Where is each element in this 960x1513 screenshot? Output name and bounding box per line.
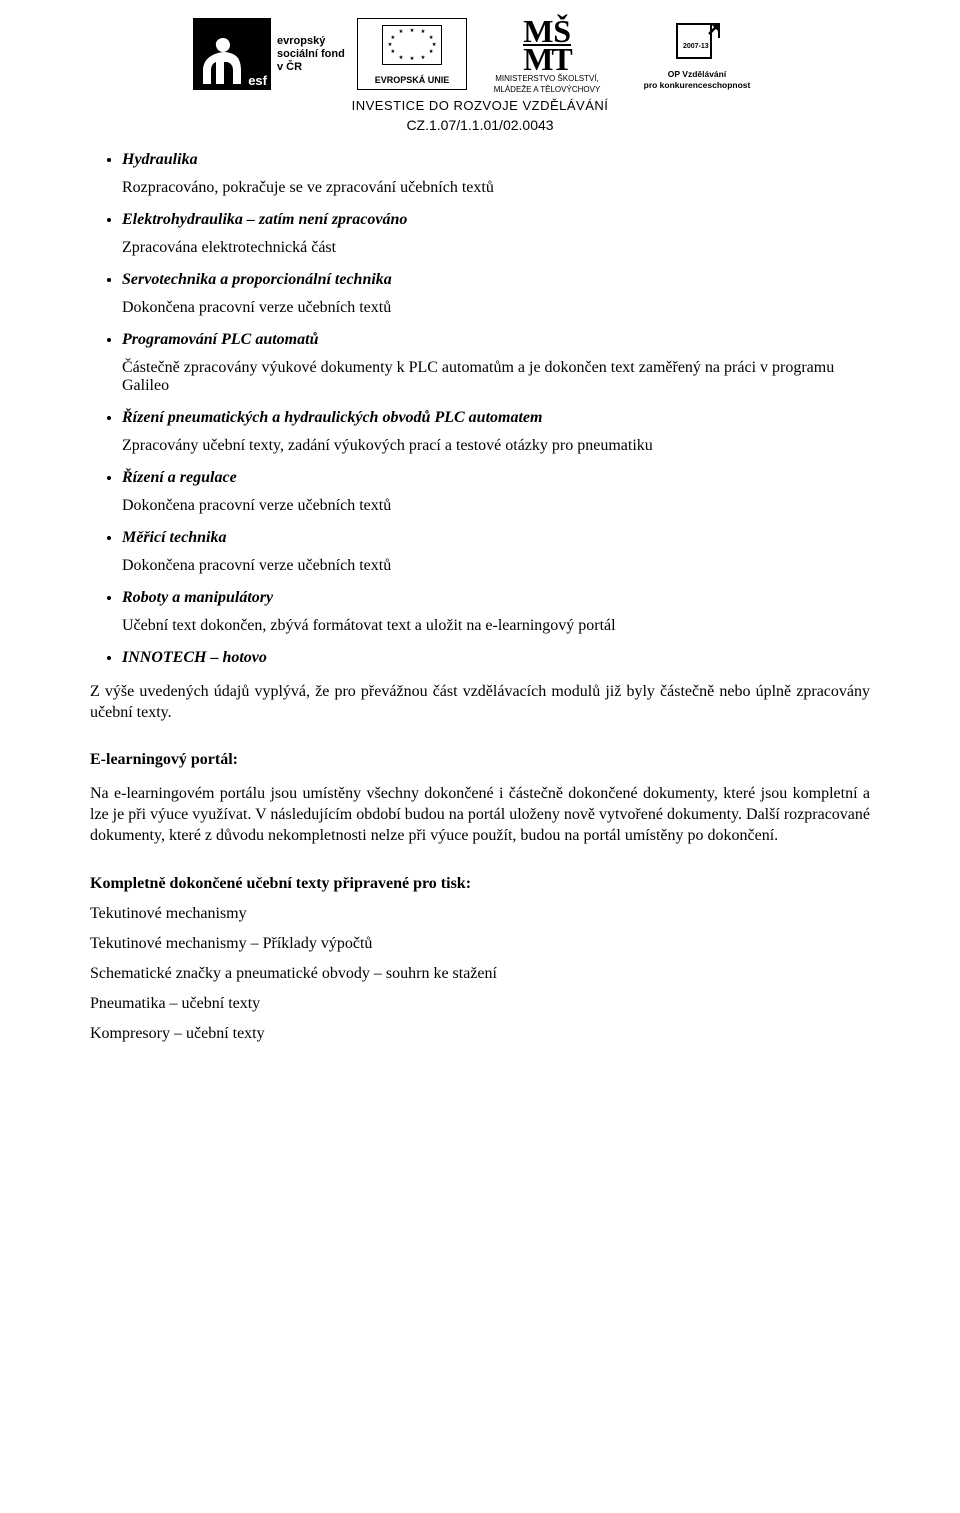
module-title: Řízení a regulace: [122, 469, 237, 486]
module-title: Programování PLC automatů: [122, 331, 318, 348]
eportal-text: Na e-learningovém portálu jsou umístěny …: [90, 783, 870, 846]
logo-row: esf evropský sociální fond v ČR ★ ★ ★ ★ …: [90, 18, 870, 90]
opvk-line1: OP Vzdělávání: [668, 69, 726, 79]
list-item: Roboty a manipulátory Učební text dokonč…: [122, 589, 870, 635]
module-title: Řízení pneumatických a hydraulických obv…: [122, 409, 542, 426]
opvk-icon: 2007-13: [671, 18, 723, 68]
module-title: Servotechnika a proporcionální technika: [122, 271, 392, 288]
esf-black-box: esf: [193, 18, 271, 90]
msmt-logo: MM ŠT MINISTERSTVO ŠKOLSTVÍ, MLÁDEŽE A T…: [477, 18, 617, 90]
module-desc: Dokončena pracovní verze učebních textů: [122, 299, 870, 317]
svg-text:2007-13: 2007-13: [683, 43, 709, 50]
list-item: Programování PLC automatů Částečně zprac…: [122, 331, 870, 395]
list-item: Hydraulika Rozpracováno, pokračuje se ve…: [122, 151, 870, 197]
module-desc: Dokončena pracovní verze učebních textů: [122, 557, 870, 575]
summary-paragraph: Z výše uvedených údajů vyplývá, že pro p…: [90, 681, 870, 723]
list-item: Servotechnika a proporcionální technika …: [122, 271, 870, 317]
module-title: INNOTECH – hotovo: [122, 649, 267, 666]
module-desc: Částečně zpracovány výukové dokumenty k …: [122, 359, 870, 395]
tisk-item: Tekutinové mechanismy: [90, 905, 870, 923]
eu-flag-icon: ★ ★ ★ ★ ★ ★ ★ ★ ★ ★ ★ ★: [382, 25, 442, 65]
module-title: Hydraulika: [122, 151, 198, 168]
list-item: INNOTECH – hotovo: [122, 649, 870, 667]
module-title: Měřicí technika: [122, 529, 226, 546]
eportal-heading: E-learningový portál:: [90, 751, 870, 769]
tisk-item: Tekutinové mechanismy – Příklady výpočtů: [90, 935, 870, 953]
msmt-line2: MLÁDEŽE A TĚLOVÝCHOVY: [494, 85, 601, 94]
module-desc: Zpracovány učební texty, zadání výukovýc…: [122, 437, 870, 455]
eu-label: EVROPSKÁ UNIE: [375, 75, 450, 85]
tisk-item: Schematické značky a pneumatické obvody …: [90, 965, 870, 983]
esf-box-text: esf: [248, 74, 267, 87]
module-list: Hydraulika Rozpracováno, pokračuje se ve…: [90, 151, 870, 667]
tisk-item: Kompresory – učební texty: [90, 1025, 870, 1043]
tisk-item: Pneumatika – učební texty: [90, 995, 870, 1013]
list-item: Měřicí technika Dokončena pracovní verze…: [122, 529, 870, 575]
msmt-line1: MINISTERSTVO ŠKOLSTVÍ,: [495, 74, 599, 83]
tisk-heading: Kompletně dokončené učební texty připrav…: [90, 875, 870, 893]
page: esf evropský sociální fond v ČR ★ ★ ★ ★ …: [0, 0, 960, 1115]
eu-logo: ★ ★ ★ ★ ★ ★ ★ ★ ★ ★ ★ ★ EVROPSKÁ UNIE: [357, 18, 467, 90]
module-desc: Dokončena pracovní verze učebních textů: [122, 497, 870, 515]
module-desc: Učební text dokončen, zbývá formátovat t…: [122, 617, 870, 635]
list-item: Řízení a regulace Dokončena pracovní ver…: [122, 469, 870, 515]
module-desc: Rozpracováno, pokračuje se ve zpracování…: [122, 179, 870, 197]
msmt-monogram-icon: MM ŠT: [523, 18, 571, 72]
module-title: Elektrohydraulika – zatím není zpracován…: [122, 211, 407, 228]
list-item: Elektrohydraulika – zatím není zpracován…: [122, 211, 870, 257]
list-item: Řízení pneumatických a hydraulických obv…: [122, 409, 870, 455]
project-code: CZ.1.07/1.1.01/02.0043: [90, 117, 870, 133]
invest-line: INVESTICE DO ROZVOJE VZDĚLÁVÁNÍ: [90, 98, 870, 113]
module-title: Roboty a manipulátory: [122, 589, 273, 606]
module-desc: Zpracována elektrotechnická část: [122, 239, 870, 257]
opvk-logo: 2007-13 OP Vzdělávání pro konkurencescho…: [627, 18, 767, 90]
esf-label: evropský sociální fond v ČR: [277, 35, 347, 74]
opvk-line2: pro konkurenceschopnost: [644, 80, 751, 90]
esf-logo: esf evropský sociální fond v ČR: [193, 18, 347, 90]
esf-silhouette-icon: [203, 36, 245, 86]
